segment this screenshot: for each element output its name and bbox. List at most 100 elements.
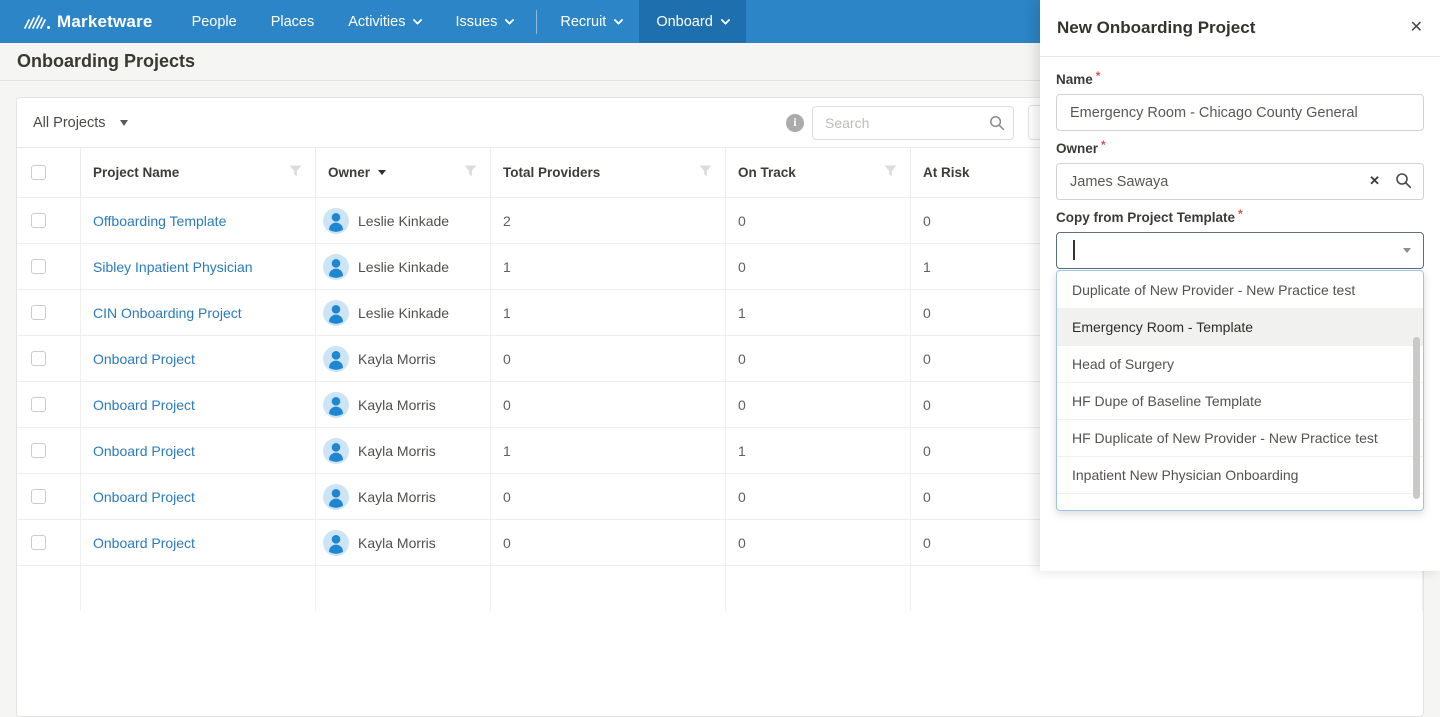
- header-owner[interactable]: Owner: [316, 148, 491, 197]
- nav-item-places[interactable]: Places: [254, 0, 332, 43]
- option-item-clipped[interactable]: [1057, 493, 1423, 510]
- chevron-down-icon: [413, 15, 423, 26]
- column-label: At Risk: [923, 165, 970, 180]
- template-combobox: [1056, 232, 1424, 269]
- row-checkbox[interactable]: [31, 213, 46, 228]
- select-all-checkbox[interactable]: [31, 165, 46, 180]
- row-checkbox[interactable]: [31, 397, 46, 412]
- panel-title: New Onboarding Project: [1057, 18, 1256, 37]
- owner-cell: Kayla Morris: [316, 520, 491, 565]
- user-avatar-icon: [323, 207, 349, 234]
- nav-item-activities[interactable]: Activities: [331, 0, 438, 43]
- required-marker: *: [1101, 138, 1106, 152]
- view-selector-dropdown[interactable]: All Projects: [33, 98, 128, 147]
- label-text: Owner: [1056, 141, 1099, 156]
- owner-input[interactable]: [1056, 163, 1424, 200]
- option-item[interactable]: Inpatient New Physician Onboarding: [1057, 456, 1423, 493]
- close-icon[interactable]: ✕: [1409, 19, 1423, 36]
- user-avatar-icon: [323, 299, 349, 326]
- row-checkbox-cell: [17, 382, 81, 427]
- nav-item-issues[interactable]: Issues: [438, 0, 530, 43]
- table-row: Onboard Project Kayla Morris 1 1 0: [17, 427, 1423, 473]
- combo-caret-down-icon[interactable]: [1403, 248, 1411, 253]
- view-selector-label: All Projects: [33, 114, 106, 131]
- name-field-label: Name *: [1056, 69, 1424, 87]
- column-label: Owner: [328, 165, 371, 180]
- project-link[interactable]: CIN Onboarding Project: [93, 304, 242, 321]
- nav-label: Issues: [455, 13, 498, 30]
- row-checkbox[interactable]: [31, 443, 46, 458]
- owner-search-icon[interactable]: [1395, 172, 1412, 194]
- search-input[interactable]: [812, 105, 1014, 140]
- header-on-track[interactable]: On Track: [726, 148, 911, 197]
- project-link[interactable]: Onboard Project: [93, 488, 195, 505]
- row-checkbox[interactable]: [31, 305, 46, 320]
- column-label: Total Providers: [503, 165, 601, 180]
- row-checkbox[interactable]: [31, 259, 46, 274]
- table-row: Onboard Project Kayla Morris 0 0 0: [17, 381, 1423, 427]
- project-link[interactable]: Offboarding Template: [93, 212, 227, 229]
- header-project-name[interactable]: Project Name: [81, 148, 316, 197]
- owner-name: Leslie Kinkade: [358, 258, 450, 275]
- user-avatar-icon: [323, 391, 349, 418]
- nav-label: Places: [270, 13, 315, 30]
- total-providers-cell: 2: [491, 198, 726, 243]
- project-name-cell: Onboard Project: [81, 428, 316, 473]
- row-checkbox[interactable]: [31, 351, 46, 366]
- project-link[interactable]: Onboard Project: [93, 396, 195, 413]
- total-providers-cell: 0: [491, 520, 726, 565]
- project-link[interactable]: Sibley Inpatient Physician: [93, 258, 253, 275]
- owner-cell: Leslie Kinkade: [316, 198, 491, 243]
- option-item-highlighted[interactable]: Emergency Room - Template: [1057, 308, 1423, 345]
- owner-cell: Leslie Kinkade: [316, 290, 491, 335]
- nav-label: Activities: [348, 13, 406, 30]
- text-cursor: [1073, 240, 1075, 260]
- project-link[interactable]: Onboard Project: [93, 350, 195, 367]
- project-link[interactable]: Onboard Project: [93, 442, 195, 459]
- filter-icon[interactable]: [464, 165, 477, 180]
- header-checkbox-cell: [17, 148, 81, 197]
- total-providers-cell: 1: [491, 290, 726, 335]
- info-icon[interactable]: i: [786, 113, 804, 132]
- option-item[interactable]: HF Duplicate of New Provider - New Pract…: [1057, 419, 1423, 456]
- on-track-cell: 0: [726, 198, 911, 243]
- nav-divider: [536, 9, 538, 34]
- project-name-cell: Onboard Project: [81, 520, 316, 565]
- header-total-providers[interactable]: Total Providers: [491, 148, 726, 197]
- options-scrollbar-thumb[interactable]: [1413, 337, 1420, 499]
- clear-icon[interactable]: ✕: [1369, 173, 1380, 188]
- option-item[interactable]: Head of Surgery: [1057, 345, 1423, 382]
- filter-icon[interactable]: [884, 165, 897, 180]
- page-title: Onboarding Projects: [17, 51, 196, 71]
- nav-item-onboard[interactable]: Onboard: [639, 0, 746, 43]
- label-text: Copy from Project Template: [1056, 210, 1236, 225]
- total-providers-cell: 0: [491, 474, 726, 519]
- nav-label: People: [191, 13, 237, 30]
- nav-item-recruit[interactable]: Recruit: [543, 0, 639, 43]
- marketware-brand[interactable]: Marketware: [23, 0, 175, 43]
- name-input[interactable]: [1056, 94, 1424, 131]
- new-onboarding-project-panel: New Onboarding Project ✕ Name* Owner* ✕ …: [1040, 0, 1440, 571]
- user-avatar-icon: [323, 437, 349, 464]
- nav-label: Recruit: [560, 13, 607, 30]
- owner-cell: Kayla Morris: [316, 382, 491, 427]
- project-link[interactable]: Onboard Project: [93, 534, 195, 551]
- panel-body: Name* Owner* ✕ Copy from Project Templat…: [1040, 57, 1440, 511]
- table-row-clipped: [17, 565, 1423, 611]
- nav-item-people[interactable]: People: [175, 0, 254, 43]
- project-name-cell: Onboard Project: [81, 382, 316, 427]
- row-checkbox[interactable]: [31, 535, 46, 550]
- filter-icon[interactable]: [699, 165, 712, 180]
- row-checkbox[interactable]: [31, 489, 46, 504]
- option-item[interactable]: Duplicate of New Provider - New Practice…: [1072, 281, 1356, 298]
- on-track-cell: 0: [726, 244, 911, 289]
- template-input[interactable]: [1056, 232, 1424, 269]
- user-avatar-icon: [323, 345, 349, 372]
- option-item[interactable]: HF Dupe of Baseline Template: [1057, 382, 1423, 419]
- label-text: Name: [1056, 72, 1093, 87]
- owner-cell: Kayla Morris: [316, 428, 491, 473]
- template-options-list: Duplicate of New Provider - New Practice…: [1056, 270, 1424, 511]
- filter-icon[interactable]: [289, 165, 302, 180]
- caret-down-icon: [119, 119, 128, 126]
- owner-name: Kayla Morris: [358, 442, 436, 459]
